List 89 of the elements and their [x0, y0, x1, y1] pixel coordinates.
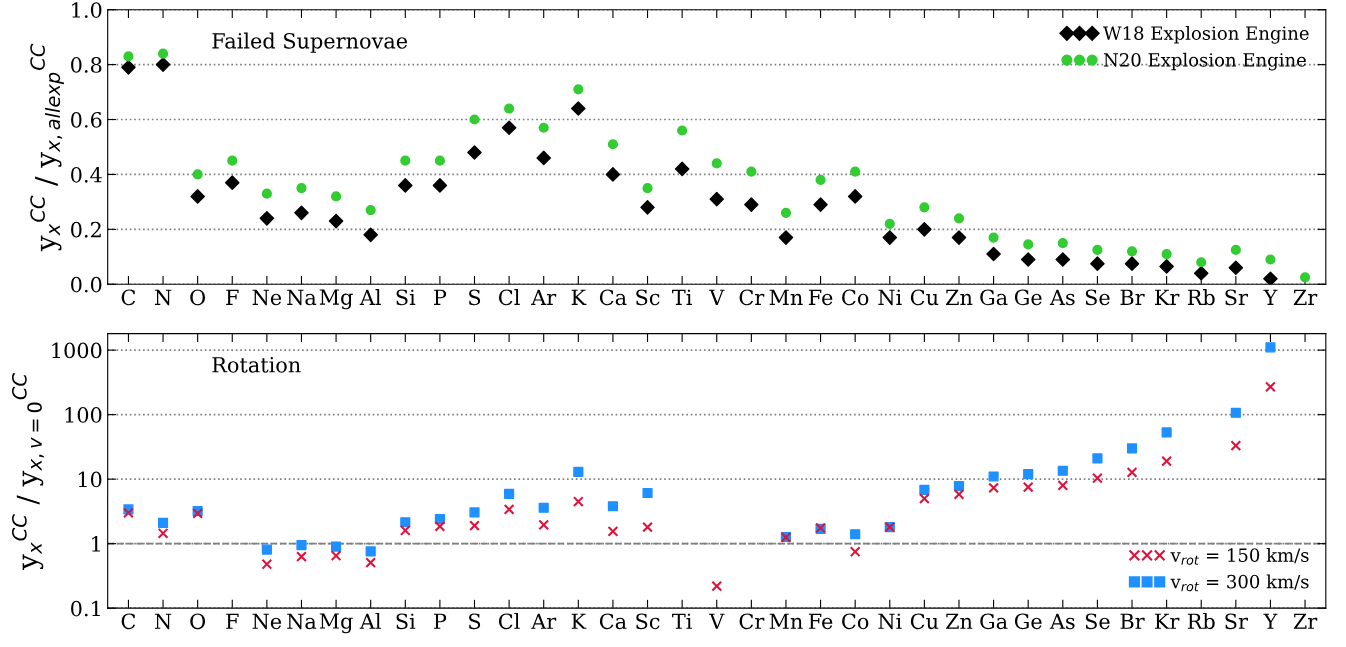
x-tick-label: Br — [1120, 613, 1145, 629]
x-tick-label: Y — [1263, 289, 1278, 305]
x-tick-label: Ge — [1014, 613, 1042, 630]
x-tick-label: C — [121, 289, 136, 306]
x-tick-label: As — [1049, 613, 1075, 630]
x-tick-label: Zn — [945, 289, 973, 305]
x-tick-label: O — [190, 289, 206, 306]
x-tick-label: Cr — [739, 613, 765, 630]
x-tick-label: Mn — [769, 289, 803, 305]
x-tick-label: Sr — [1225, 289, 1248, 306]
x-tick-label: N — [154, 289, 172, 306]
x-tick-label: O — [190, 613, 206, 630]
x-tick-label: Ni — [878, 289, 902, 306]
x-tick-label: Ga — [980, 613, 1008, 630]
y-tick-label: 0.8 — [71, 57, 102, 73]
x-tick-label: Ni — [878, 613, 902, 630]
x-tick-label: Sc — [636, 289, 660, 306]
y-tick-label: 1.0 — [72, 2, 102, 18]
y-tick-label: 1 — [92, 536, 100, 552]
x-tick-label: Si — [396, 613, 416, 630]
x-tick-label: Na — [287, 289, 317, 306]
x-tick-label: Al — [359, 613, 381, 629]
x-tick-label: Ga — [980, 289, 1008, 306]
y-axis-title: y$_{x}$$^{CC}$ / y$_{x,allexp}$$^{CC}$ — [30, 43, 64, 252]
y-tick-label: 0.4 — [71, 166, 102, 183]
x-tick-label: C — [121, 613, 136, 630]
x-tick-label: Cl — [498, 289, 520, 306]
x-tick-label: P — [434, 289, 447, 305]
y-axis-title: y$_{x}$$^{CC}$ / y$_{x,v=0}$$^{CC}$ — [12, 373, 44, 570]
x-tick-label: Ne — [252, 289, 282, 306]
legend-label: W18 Explosion Engine — [1103, 25, 1309, 44]
x-tick-label: Se — [1085, 613, 1110, 630]
y-tick-label: 0.2 — [71, 221, 101, 238]
x-tick-label: Se — [1085, 289, 1110, 306]
y-tick-label: 0.0 — [71, 276, 102, 293]
x-tick-label: Mg — [319, 289, 353, 310]
x-tick-label: Mg — [319, 613, 353, 634]
x-tick-label: Na — [287, 613, 317, 630]
x-tick-label: Cu — [910, 613, 939, 630]
x-tick-label: Ne — [252, 613, 282, 630]
x-tick-label: S — [469, 289, 481, 306]
legend-label: N20 Explosion Engine — [1103, 52, 1306, 71]
x-tick-label: Ca — [599, 289, 627, 306]
x-tick-label: Fe — [808, 613, 833, 630]
x-tick-label: Ti — [672, 289, 692, 305]
x-tick-label: Si — [396, 289, 416, 306]
x-tick-label: Co — [842, 289, 869, 306]
x-tick-label: As — [1049, 289, 1075, 306]
x-tick-label: Mn — [769, 613, 803, 629]
y-tick-label: 100 — [65, 407, 102, 423]
text: Rotation — [212, 357, 301, 373]
y-tick-label: 0.6 — [71, 111, 102, 128]
x-tick-label: V — [709, 613, 725, 629]
x-tick-label: Cu — [910, 289, 939, 306]
x-tick-label: Rb — [1187, 289, 1215, 306]
x-tick-label: N — [154, 613, 172, 630]
x-tick-label: F — [226, 613, 239, 629]
legend-label: v$_{rot}$ = 300 km/s — [1170, 574, 1309, 592]
x-tick-label: Al — [359, 289, 381, 305]
x-tick-label: Ar — [531, 613, 557, 629]
x-tick-label: Ti — [672, 613, 692, 629]
y-tick-label: 1000 — [52, 342, 102, 359]
x-tick-label: Zn — [945, 613, 973, 629]
x-tick-label: Ar — [531, 289, 557, 305]
y-tick-label: 10 — [78, 471, 102, 488]
x-tick-label: F — [226, 289, 239, 305]
x-tick-label: Br — [1120, 289, 1145, 305]
x-tick-label: Zr — [1293, 289, 1318, 305]
x-tick-label: Ge — [1014, 289, 1042, 306]
x-tick-label: Ca — [599, 613, 627, 630]
x-tick-label: K — [571, 613, 587, 629]
x-tick-label: S — [469, 613, 481, 630]
legend-label: v$_{rot}$ = 150 km/s — [1170, 547, 1309, 565]
x-tick-label: Sr — [1225, 613, 1248, 630]
x-tick-label: Sc — [636, 613, 660, 630]
x-tick-label: P — [434, 613, 447, 629]
x-tick-label: Rb — [1187, 613, 1215, 630]
y-tick-label: 0.1 — [71, 600, 100, 617]
x-tick-label: Y — [1263, 613, 1278, 629]
x-tick-label: Cl — [498, 613, 520, 630]
x-tick-label: Kr — [1155, 613, 1180, 629]
text: Failed Supernovae — [212, 32, 408, 53]
x-tick-label: Zr — [1293, 613, 1318, 629]
x-tick-label: Fe — [808, 289, 833, 306]
x-tick-label: Cr — [739, 289, 765, 306]
x-tick-label: K — [571, 289, 587, 305]
x-tick-label: Co — [842, 613, 869, 630]
x-tick-label: Kr — [1155, 289, 1180, 305]
x-tick-label: V — [709, 289, 725, 305]
